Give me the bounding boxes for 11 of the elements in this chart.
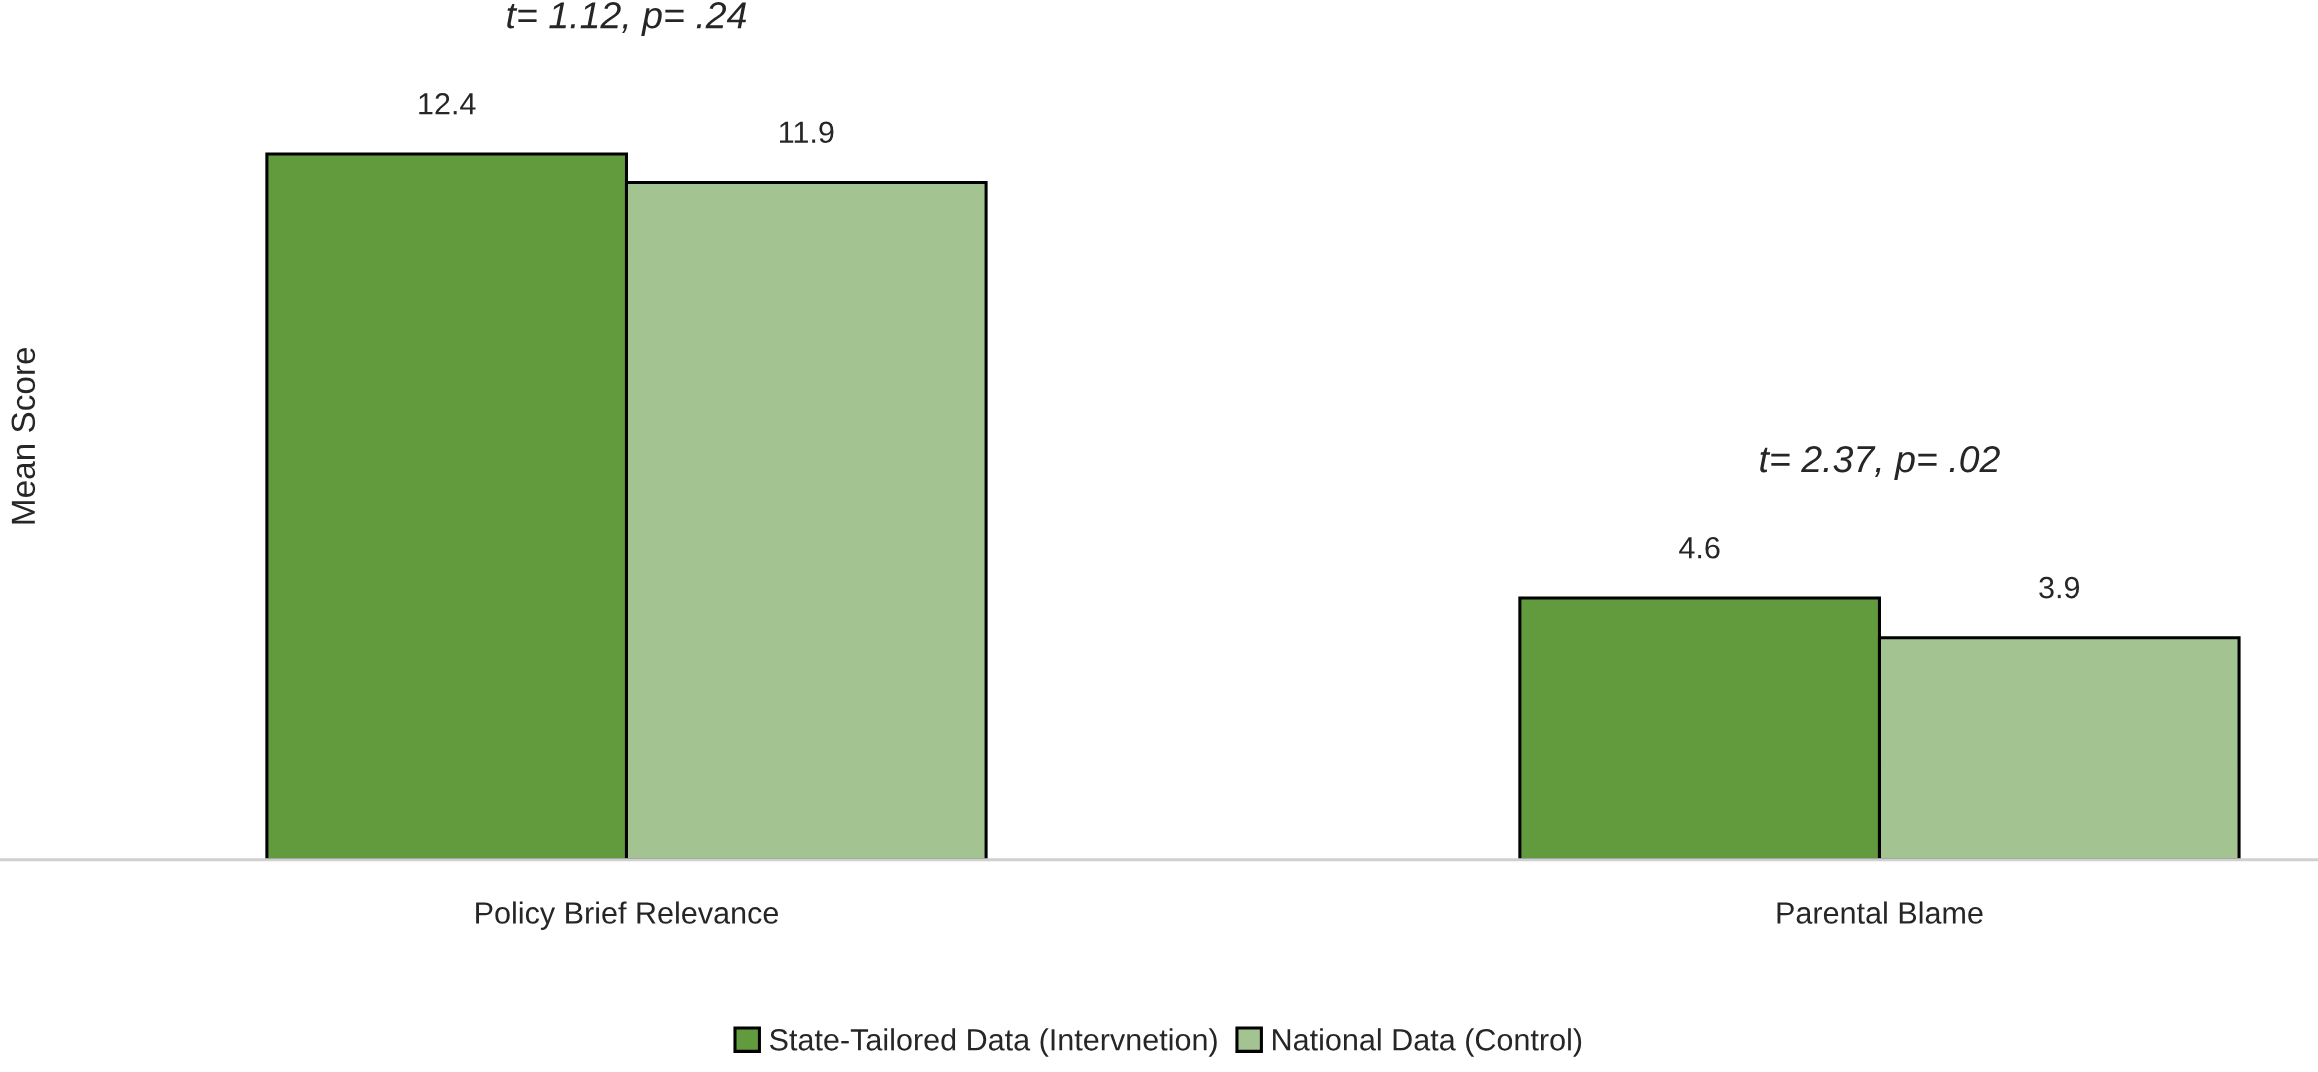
legend-label: State-Tailored Data (Intervnetion): [769, 1028, 1217, 1057]
data-label: 3.9: [2039, 576, 2080, 599]
annotation: t= 2.37, p= .02: [1760, 445, 2000, 480]
x-tick-label: Policy Brief Relevance: [476, 901, 778, 930]
legend-label: National Data (Control): [1273, 1028, 1582, 1057]
data-label: 12.4: [419, 93, 476, 115]
x-tick-label: Parental Blame: [1777, 901, 1983, 924]
text: t= 1.12, p= .24: [507, 1, 747, 36]
y-axis-title: Mean Score: [11, 347, 36, 524]
data-label: 4.6: [1679, 536, 1720, 559]
data-label: 11.9: [780, 121, 834, 144]
